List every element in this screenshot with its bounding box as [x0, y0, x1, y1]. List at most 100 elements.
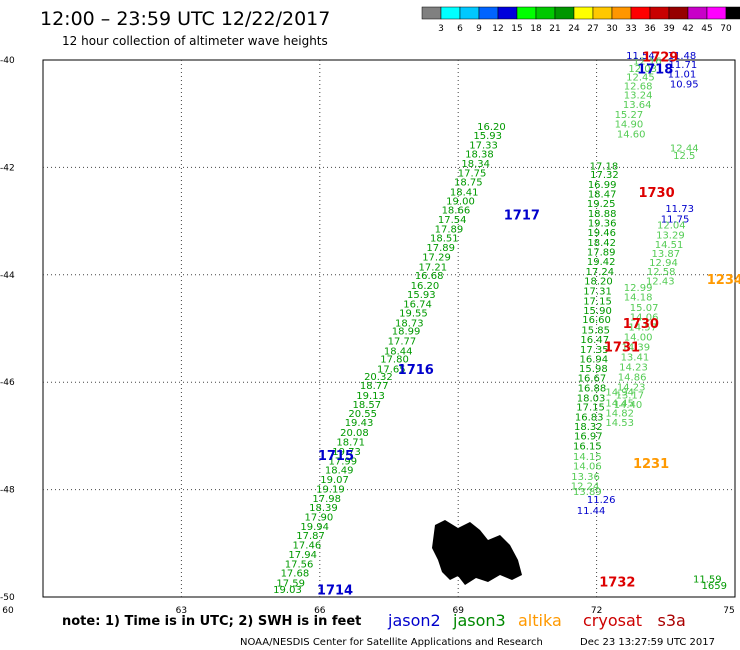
chart-subtitle: 12 hour collection of altimeter wave hei…	[62, 34, 328, 48]
swh-value: 17.77	[388, 337, 417, 348]
x-tick-label: 66	[314, 606, 326, 616]
swh-value: 15.90	[583, 306, 612, 317]
swh-value: 18.51	[430, 234, 459, 245]
swh-value: 17.33	[469, 141, 498, 152]
legend-swatch	[554, 6, 575, 20]
swh-value: 12.99	[624, 283, 653, 294]
swh-value: 10.95	[670, 79, 699, 90]
legend-swatch	[459, 6, 480, 20]
swh-value: 18.88	[588, 209, 617, 220]
swh-value: 17.89	[435, 224, 464, 235]
swh-value: 13.36	[571, 472, 600, 483]
swh-value: 16.20	[411, 281, 440, 292]
swh-value: 17.35	[580, 345, 609, 356]
swh-value: 12.16	[633, 56, 662, 67]
legend-level: 27	[587, 24, 598, 34]
swh-value: 12.43	[646, 276, 675, 287]
data-points: 19.0317.5917.6817.5617.9417.4617.8719.94…	[273, 51, 727, 596]
chart-note: note: 1) Time is in UTC; 2) SWH is in fe…	[62, 614, 361, 629]
swh-value: 18.73	[395, 318, 424, 329]
swh-value: 18.71	[336, 438, 365, 449]
plot-border	[42, 59, 736, 598]
swh-value: 19.43	[345, 418, 374, 429]
axis-ticks: -40 -42 -44 -46 -48 -50 60 63 66 69 72 75	[0, 56, 735, 616]
legend-level: 9	[476, 24, 482, 34]
swh-value: 19.00	[446, 196, 475, 207]
time-label: 1231	[633, 457, 669, 472]
legend-swatch	[573, 6, 594, 20]
swh-value: 14.90	[615, 120, 644, 131]
legend-level: 33	[625, 24, 636, 34]
y-tick-label: -46	[0, 378, 15, 388]
swh-value: 18.49	[325, 465, 354, 476]
legend-swatch	[706, 6, 727, 20]
swh-value: 16.68	[415, 271, 444, 282]
time-label: 1730	[638, 186, 674, 201]
legend-swatch	[649, 6, 670, 20]
swh-value: 18.99	[392, 326, 421, 337]
swh-value: 19.03	[273, 585, 302, 596]
swh-value: 18.42	[587, 238, 616, 249]
plot-frame	[42, 59, 736, 598]
swh-value: 11.71	[669, 60, 698, 71]
swh-value: 1659	[702, 581, 727, 592]
swh-value: 12.68	[624, 82, 653, 93]
swh-value: 17.89	[587, 247, 616, 258]
legend-swatch	[592, 6, 613, 20]
swh-value: 17.87	[296, 531, 325, 542]
swh-value: 17.75	[458, 169, 487, 180]
swh-value: 17.68	[281, 569, 310, 580]
swh-value: 17.46	[293, 541, 322, 552]
y-tick-label: -42	[0, 163, 15, 173]
swh-value: 14.82	[605, 409, 634, 420]
swh-value: 19.55	[399, 309, 428, 320]
legend-swatch	[516, 6, 537, 20]
swh-value: 11.75	[661, 215, 690, 226]
swh-value: 15.07	[630, 303, 659, 314]
y-tick-label: -50	[0, 593, 15, 603]
satellite-name: jason3	[452, 611, 506, 630]
swh-value: 16.47	[580, 335, 609, 346]
satellite-name: cryosat	[583, 611, 642, 630]
swh-value: 18.77	[360, 381, 389, 392]
legend-swatch	[725, 6, 740, 20]
swh-value: 15.27	[615, 110, 644, 121]
legend-swatch	[535, 6, 556, 20]
time-label: 1732	[599, 575, 635, 590]
legend-swatch	[630, 6, 651, 20]
legend-level: 3	[438, 24, 444, 34]
swh-value: 18.75	[454, 178, 483, 189]
swh-value: 19.25	[587, 199, 616, 210]
swh-value: 13.24	[624, 91, 653, 102]
satellite-legend: jason2 jason3 altika cryosat s3a	[387, 611, 686, 630]
swh-value: 17.32	[590, 170, 619, 181]
legend-level: 30	[606, 24, 618, 34]
time-label: 1718	[637, 62, 673, 77]
legend-swatch	[478, 6, 499, 20]
swh-value: 17.59	[276, 578, 305, 589]
x-tick-label: 60	[2, 606, 14, 616]
time-label: 1716	[398, 363, 434, 378]
swh-value: 18.44	[384, 346, 413, 357]
x-tick-label: 72	[591, 606, 602, 616]
swh-value: 12.44	[670, 143, 699, 154]
y-tick-label: -48	[0, 486, 15, 496]
time-label: 1729	[642, 51, 678, 66]
swh-value: 12.04	[657, 221, 686, 232]
swh-value: 16.99	[588, 180, 617, 191]
swh-value: 17.90	[305, 513, 334, 524]
swh-value: 17.54	[438, 215, 467, 226]
chart-title: 12:00 – 23:59 UTC 12/22/2017	[40, 8, 330, 30]
swh-value: 12.45	[626, 72, 655, 83]
swh-value: 16.97	[574, 432, 603, 443]
time-label: 1730	[623, 317, 659, 332]
swh-value: 17.65	[377, 365, 406, 376]
swh-value: 11.73	[665, 204, 694, 215]
satellite-name: altika	[518, 611, 562, 630]
swh-value: 11.44	[577, 506, 606, 517]
swh-value: 14.06	[573, 462, 602, 473]
swh-value: 14.39	[621, 343, 650, 354]
swh-value: 17.80	[380, 354, 409, 365]
swh-value: 19.46	[587, 228, 616, 239]
